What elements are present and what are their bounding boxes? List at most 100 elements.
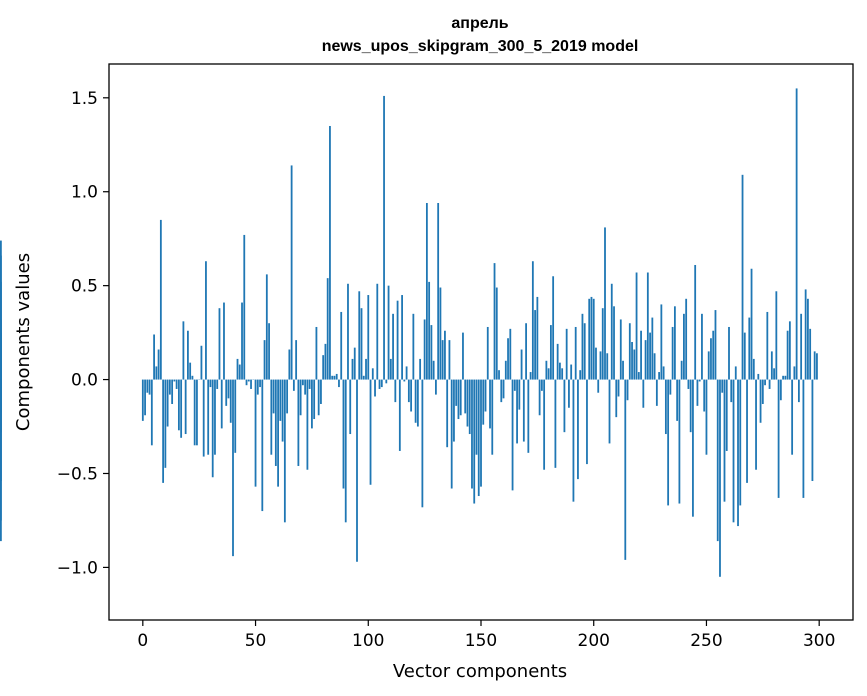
bar [473,379,476,504]
bar [597,379,600,393]
bar [529,372,532,380]
bar [207,379,210,455]
bar [229,379,232,423]
bar [662,366,665,380]
bar [568,379,570,408]
bar [295,340,298,380]
bar [773,368,775,380]
bar [241,302,243,380]
bar [606,353,609,380]
bar [543,379,546,470]
bar [766,311,769,380]
bar [308,379,311,389]
bar [788,321,791,380]
bar [710,338,712,380]
bar [392,313,394,380]
bar [579,370,582,380]
bar [489,379,491,429]
bar [500,379,503,403]
bar [610,283,613,380]
bar [247,379,250,382]
bar [617,379,620,397]
bar [522,379,525,442]
bar [516,379,518,444]
bar [626,379,629,401]
bar [807,298,809,380]
bar [698,379,701,382]
bar [365,358,367,380]
bar [196,379,198,446]
bar [261,379,264,512]
bar [428,281,431,380]
bar [655,379,658,406]
bar [502,379,505,399]
bar [232,379,234,557]
bar [378,379,381,389]
bar [421,379,424,508]
bar [182,321,185,380]
bar [259,379,261,388]
bar [534,310,537,380]
bar [800,313,803,380]
bar [311,379,313,429]
bar [144,379,146,416]
y-tick-label: 0.0 [71,371,98,391]
bar [141,379,144,421]
bar [520,349,523,380]
bar [148,379,151,395]
bar [462,332,464,380]
bar [741,174,744,380]
bar [615,379,618,418]
bar [227,379,230,399]
bar [304,379,307,395]
bar [755,379,757,470]
bar [748,317,751,380]
bar [739,379,742,506]
bar [468,379,471,435]
bar [486,326,489,380]
bar [707,351,710,380]
bar [547,368,550,380]
bar [678,379,681,504]
bar [816,353,818,380]
bar [689,379,692,433]
bar [746,379,748,483]
bar [676,379,679,421]
bar [398,379,401,451]
bar [279,379,282,421]
bar [804,289,807,380]
bar [646,272,649,380]
bar [761,379,764,404]
bar [320,379,322,404]
bar [732,379,735,523]
bar [234,379,237,453]
bar [809,328,812,380]
bar [220,379,223,429]
x-tick-label: 200 [578,631,610,651]
bar [694,264,697,380]
bar [245,379,248,386]
bar [624,379,627,560]
bar [209,379,212,388]
bar [504,360,507,380]
bar [265,274,268,380]
bar [680,360,683,380]
bar [340,311,343,380]
bar [288,349,291,380]
bar [493,263,496,380]
bar [326,278,329,380]
bar [764,379,766,386]
bar [651,317,654,380]
bar [649,332,651,380]
bar [518,379,521,410]
bar [619,319,622,380]
bar [719,379,721,577]
bar [401,295,403,380]
bar [187,330,189,380]
bar [705,379,708,455]
bar [782,375,785,380]
bar [376,283,379,380]
bar [633,349,636,380]
bar [640,330,642,380]
bar [669,379,672,395]
